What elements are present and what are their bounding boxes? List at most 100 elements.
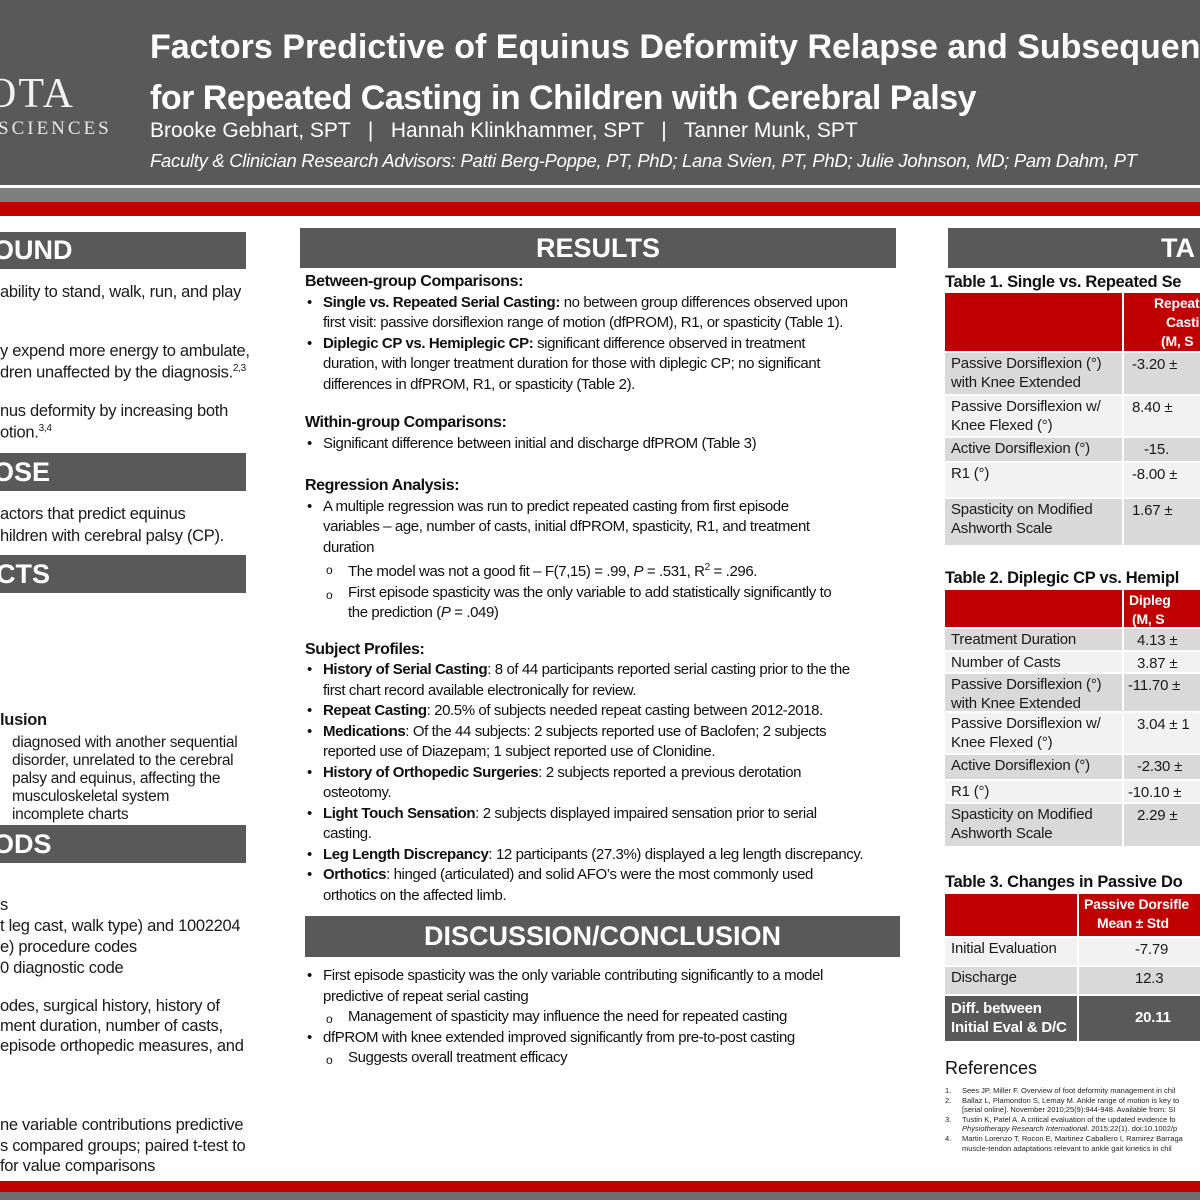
table3: Passive Dorsifle Mean ± Std Initial Eval… (945, 894, 1200, 1041)
methods-text-line: t leg cast, walk type) and 1002204 (0, 917, 241, 935)
reference-item: 1. Sees JP, Miller F. Overview of foot d… (945, 1086, 1176, 1095)
table-row-value: 3.04 ± 1 (1124, 713, 1200, 753)
table-row-label: Spasticity on Modified Ashworth Scale (945, 499, 1122, 545)
bullet-item: Significant difference between initial a… (305, 434, 940, 455)
sub-bullet-item: The model was not a good fit – F(7,15) =… (305, 558, 940, 583)
methods-text-line: odes, surgical history, history of (0, 997, 220, 1015)
section-header-tables-label: TA (1161, 232, 1195, 263)
table-row-label: Passive Dorsiflexion (°) with Knee Exten… (945, 674, 1122, 711)
table-row-label: Active Dorsiflexion (°) (945, 755, 1122, 779)
table2: Dipleg (M, S Treatment Duration 4.13 ± N… (945, 590, 1200, 846)
sub-bullet-item: Suggests overall treatment efficacy (305, 1048, 940, 1070)
header-divider-gray (0, 188, 1200, 202)
table3-header-cell (945, 894, 1077, 936)
methods-text-line: 0 diagnostic code (0, 959, 124, 977)
results-section-body: Between-group Comparisons: Single vs. Re… (305, 272, 940, 906)
reference-item: 3. Tustin K, Patel A. A critical evaluat… (945, 1114, 1178, 1134)
section-header-background-label: OUND (0, 235, 73, 265)
background-text-line: ability to stand, walk, run, and play (0, 283, 242, 301)
header-accent-bar (0, 202, 1200, 216)
regression-list: A multiple regression was run to predict… (305, 497, 940, 624)
background-text-line: nus deformity by increasing both (0, 402, 228, 420)
section-header-results: RESULTS (300, 228, 896, 268)
advisors-line: Faculty & Clinician Research Advisors: P… (150, 150, 1137, 171)
authors-line: Brooke Gebhart, SPT | Hannah Klinkhammer… (150, 119, 858, 142)
subject-profiles-heading: Subject Profiles: (305, 640, 425, 658)
table1: Repeat Casti (M, S Passive Dorsiflexion … (945, 293, 1200, 545)
section-header-subjects-label: CTS (0, 558, 50, 589)
methods-text-line: ment duration, number of casts, (0, 1017, 223, 1035)
bullet-item: Diplegic CP vs. Hemiplegic CP: significa… (305, 334, 940, 396)
sub-bullet-item: Management of spasticity may influence t… (305, 1007, 940, 1029)
background-text-line: y expend more energy to ambulate, (0, 342, 250, 360)
table-row-label: Discharge (945, 967, 1077, 994)
bullet-item: Medications: Of the 44 subjects: 2 subje… (305, 722, 940, 763)
table-row-label: Passive Dorsiflexion (°) with Knee Exten… (945, 353, 1122, 394)
table-row-label: Diff. between Initial Eval & D/C (945, 996, 1077, 1041)
table3-header-cell: Passive Dorsifle Mean ± Std (1079, 894, 1200, 936)
table-row-label: R1 (°) (945, 463, 1122, 497)
background-text-line: otion.3,4 (0, 423, 52, 442)
table-row-value: 12.3 (1079, 967, 1200, 994)
poster-title-line1: Factors Predictive of Equinus Deformity … (150, 28, 1200, 66)
table-row-value: 1.67 ± (1124, 499, 1200, 545)
section-header-purpose: OSE (0, 453, 246, 491)
exclusion-item: diagnosed with another sequential (12, 734, 238, 751)
bullet-item: Light Touch Sensation: 2 subjects displa… (305, 804, 940, 845)
bullet-item: Orthotics: hinged (articulated) and soli… (305, 865, 940, 906)
regression-heading: Regression Analysis: (305, 477, 460, 494)
purpose-text-line: actors that predict equinus (0, 505, 186, 523)
table-row-label: Spasticity on Modified Ashworth Scale (945, 804, 1122, 846)
within-group-heading: Within-group Comparisons: (305, 414, 507, 431)
bullet-item: dfPROM with knee extended improved signi… (305, 1028, 940, 1049)
table-row-value: -11.70 ± (1124, 674, 1200, 711)
university-logo: OTA (0, 71, 75, 117)
table-row-label: Initial Evaluation (945, 938, 1077, 965)
subject-profiles-list: History of Serial Casting: 8 of 44 parti… (305, 660, 940, 906)
methods-text-line: episode orthopedic measures, and (0, 1037, 244, 1055)
discussion-list: First episode spasticity was the only va… (305, 966, 940, 1070)
bullet-item: Repeat Casting: 20.5% of subjects needed… (305, 701, 940, 722)
section-header-discussion-label: DISCUSSION/CONCLUSION (423, 921, 782, 951)
sub-bullet-item: First episode spasticity was the only va… (305, 583, 940, 624)
table2-title: Table 2. Diplegic CP vs. Hemipl (945, 569, 1180, 587)
table-row-label: Passive Dorsiflexion w/ Knee Flexed (°) (945, 396, 1122, 436)
bullet-item: First episode spasticity was the only va… (305, 966, 940, 1007)
background-text-line: dren unaffected by the diagnosis.2,3 (0, 363, 246, 382)
exclusion-item: disorder, unrelated to the cerebral (12, 752, 234, 769)
bullet-item: A multiple regression was run to predict… (305, 497, 940, 559)
table-row-value: -10.10 ± (1124, 781, 1200, 802)
bullet-item: History of Orthopedic Surgeries: 2 subje… (305, 763, 940, 804)
within-group-list: Significant difference between initial a… (305, 434, 940, 455)
table-row-label: Number of Casts (945, 652, 1122, 672)
section-header-subjects: CTS (0, 555, 246, 593)
table-row-label: Treatment Duration (945, 629, 1122, 650)
table2-header-cell (945, 590, 1122, 627)
section-header-methods: ODS (0, 825, 246, 863)
table3-title: Table 3. Changes in Passive Do (945, 873, 1183, 891)
exclusion-item: palsy and equinus, affecting the (12, 770, 221, 787)
bullet-item: Leg Length Discrepancy: 12 participants … (305, 845, 940, 866)
table-row-label: R1 (°) (945, 781, 1122, 802)
section-header-discussion: DISCUSSION/CONCLUSION (305, 916, 900, 957)
section-header-results-label: RESULTS (535, 232, 660, 263)
table-row-value: -8.00 ± (1124, 463, 1200, 497)
table1-header-cell (945, 293, 1122, 351)
footer-gray-bar (0, 1192, 1200, 1200)
table-row-value: 20.11 (1079, 996, 1200, 1041)
table1-header-cell: Repeat Casti (M, S (1124, 293, 1200, 351)
table-row-value: -3.20 ± (1124, 353, 1200, 394)
references-heading: References (945, 1058, 1038, 1078)
header-divider-white (0, 185, 1200, 188)
table-row-value: 4.13 ± (1124, 629, 1200, 650)
table-row-value: -7.79 (1079, 938, 1200, 965)
reference-item: 4. Martin Lorenzo T, Rocon E, Martinez C… (945, 1133, 1183, 1153)
table-row-value: -15. (1124, 438, 1200, 461)
poster-title-line2: for Repeated Casting in Children with Ce… (150, 79, 977, 117)
poster-header-banner: OTA SCIENCES Factors Predictive of Equin… (0, 0, 1200, 185)
bullet-item: History of Serial Casting: 8 of 44 parti… (305, 660, 940, 701)
table-row-label: Active Dorsiflexion (°) (945, 438, 1122, 461)
section-header-background: OUND (0, 232, 246, 269)
table-row-label: Passive Dorsiflexion w/ Knee Flexed (°) (945, 713, 1122, 753)
